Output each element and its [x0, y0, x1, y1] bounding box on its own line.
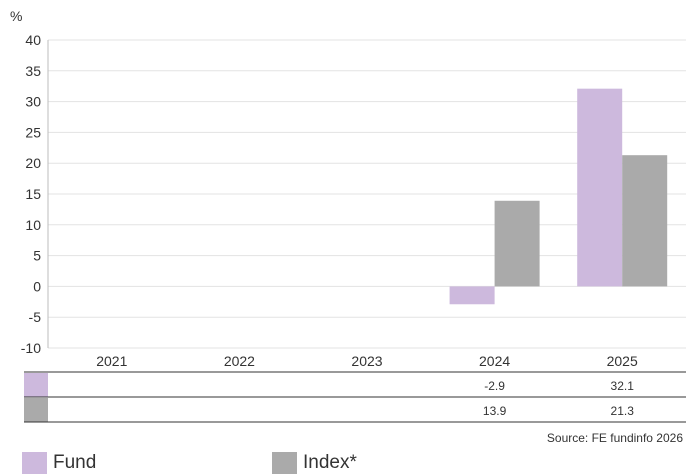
y-tick-label: 30 [25, 94, 41, 110]
legend-item-fund: Fund [22, 452, 272, 474]
x-tick-label: 2021 [96, 353, 127, 369]
table-cell: 21.3 [611, 404, 635, 418]
y-tick-label: 35 [25, 63, 41, 79]
y-tick-label: 20 [25, 155, 41, 171]
legend-label-index: Index* [303, 452, 357, 473]
table-swatch-fund [24, 373, 48, 397]
y-tick-label: 10 [25, 217, 41, 233]
y-axis-label: % [10, 8, 22, 24]
y-tick-label: 0 [33, 278, 41, 294]
data-table: -2.9 32.1 13.9 21.3 [24, 371, 686, 423]
y-tick-label: 40 [25, 32, 41, 48]
x-tick-label: 2022 [224, 353, 255, 369]
table-cell: -2.9 [484, 379, 505, 393]
x-axis-ticks: 2021 2022 2023 2024 2025 [96, 353, 638, 369]
y-tick-label: -10 [21, 340, 41, 356]
legend-label-fund: Fund [53, 452, 97, 473]
y-axis-ticks: 40 35 30 25 20 15 10 5 0 -5 -10 [21, 32, 41, 356]
x-tick-label: 2023 [351, 353, 382, 369]
legend-swatch-index [272, 452, 297, 474]
x-tick-label: 2025 [607, 353, 638, 369]
table-cell: 32.1 [611, 379, 635, 393]
bars [449, 88, 668, 305]
y-tick-label: 25 [25, 124, 41, 140]
table-cell: 13.9 [483, 404, 507, 418]
gridlines [47, 39, 686, 349]
legend-swatch-fund [22, 452, 47, 474]
y-tick-label: 5 [33, 248, 41, 264]
y-tick-label: -5 [29, 309, 42, 325]
source-note: Source: FE fundinfo 2026 [546, 431, 683, 445]
x-tick-label: 2024 [479, 353, 510, 369]
legend-item-index: Index* [272, 452, 357, 474]
bar-fund-2024 [449, 286, 495, 305]
bar-fund-2025 [577, 88, 623, 287]
bar-index-2024 [494, 200, 540, 287]
bar-index-2025 [622, 155, 668, 287]
y-tick-label: 15 [25, 186, 41, 202]
table-swatch-index [24, 398, 48, 422]
legend: Fund Index* [22, 452, 357, 474]
